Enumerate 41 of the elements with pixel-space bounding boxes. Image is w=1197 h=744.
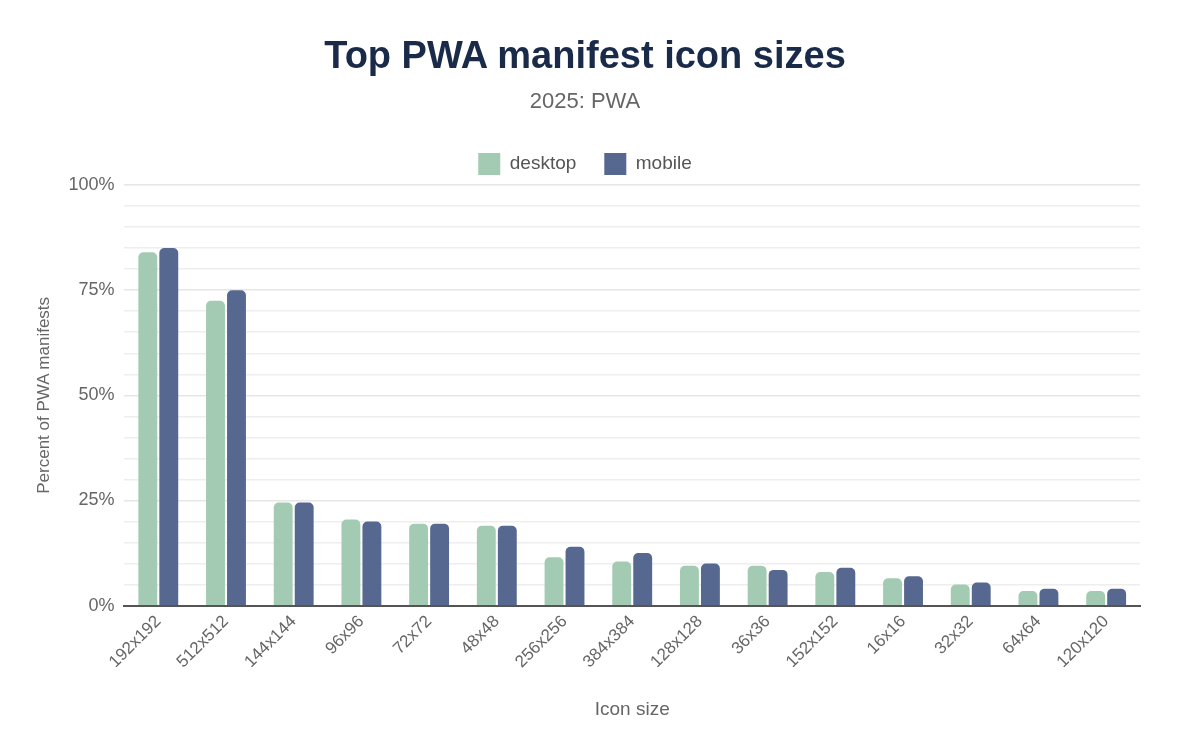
bar (341, 519, 361, 605)
bar (1018, 590, 1038, 605)
bar (159, 248, 179, 605)
y-tick-label: 50% (78, 384, 115, 405)
chart-title: Top PWA manifest icon sizes (324, 34, 846, 77)
bar (206, 300, 225, 605)
bar (409, 523, 429, 605)
bar (815, 572, 835, 605)
bar (138, 252, 158, 605)
bar (971, 582, 991, 605)
bar (836, 567, 856, 605)
legend-label: mobile (635, 152, 692, 174)
bar (904, 576, 923, 605)
bar (544, 557, 564, 605)
bar (700, 563, 720, 605)
bar (1039, 588, 1059, 605)
y-tick-label: 0% (88, 594, 115, 615)
bar (227, 290, 246, 605)
bar (430, 523, 450, 605)
y-tick-label: 75% (78, 279, 115, 300)
bar (612, 561, 632, 605)
y-tick-label: 25% (78, 489, 115, 510)
bar (679, 565, 699, 605)
x-axis-title: Icon size (594, 697, 670, 719)
bar (883, 578, 902, 605)
bar (1086, 590, 1106, 605)
bar (565, 546, 585, 605)
bar (497, 525, 517, 605)
bar (950, 584, 970, 605)
y-tick-label: 100% (68, 173, 115, 194)
bar (768, 569, 788, 605)
bar (273, 502, 293, 605)
bar (1107, 588, 1127, 605)
bar (362, 521, 382, 605)
bar (747, 565, 767, 605)
bar (476, 525, 496, 605)
legend-label: desktop (509, 152, 577, 174)
y-axis-title: Percent of PWA manifests (33, 296, 53, 494)
bar (294, 502, 314, 605)
chart-subtitle: 2025: PWA (529, 87, 641, 113)
bar (633, 553, 653, 605)
